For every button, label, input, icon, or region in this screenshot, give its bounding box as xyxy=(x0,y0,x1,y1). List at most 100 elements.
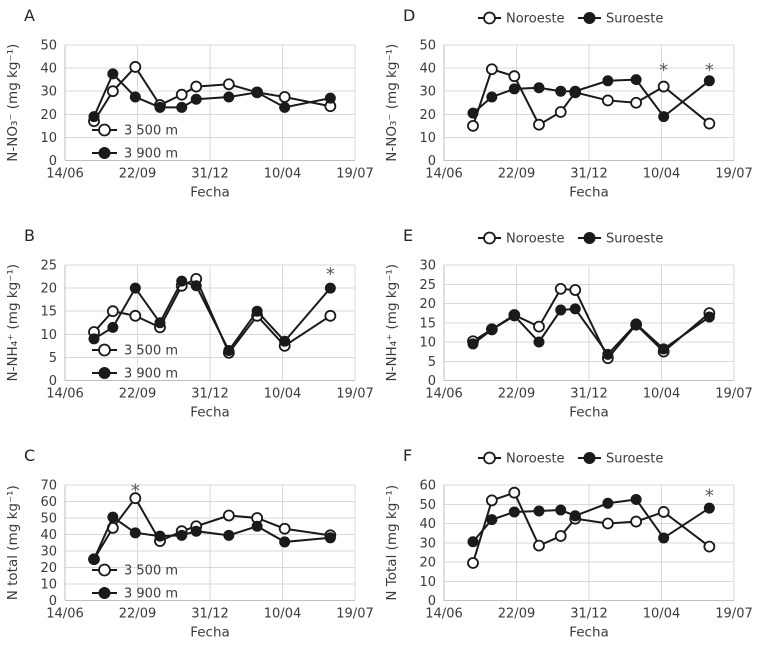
x-tick-label: 14/06 xyxy=(46,387,83,402)
data-point-marker xyxy=(703,502,715,514)
y-axis-title: N total (mg kg⁻¹) xyxy=(5,485,21,600)
legend-item-label: 3 900 m xyxy=(124,367,178,382)
panel-letter: E xyxy=(403,226,413,245)
legend-item-label: Noroeste xyxy=(506,232,565,247)
data-point-marker xyxy=(176,101,188,113)
legend-marker xyxy=(483,451,496,465)
data-point-marker xyxy=(508,486,521,499)
x-axis-title: Fecha xyxy=(569,405,609,421)
y-tick-label: 20 xyxy=(40,561,57,576)
legend-item-label: Suroeste xyxy=(606,232,663,247)
legend-item-label: Noroeste xyxy=(506,452,565,467)
panel-letter: F xyxy=(403,446,412,465)
data-point-marker xyxy=(467,536,479,548)
x-tick-label: 31/12 xyxy=(570,607,607,622)
y-axis-title: N-NH₄⁺ (mg kg⁻¹) xyxy=(384,264,400,382)
y-tick-label: 20 xyxy=(40,282,57,297)
y-tick-label: 10 xyxy=(419,575,436,590)
y-tick-label: 40 xyxy=(419,517,436,532)
y-tick-label: 30 xyxy=(419,85,436,100)
x-tick-label: 22/09 xyxy=(119,387,156,402)
data-point-marker xyxy=(601,517,614,530)
data-point-marker xyxy=(175,88,188,101)
y-axis-title: N-NH₄⁺ (mg kg⁻¹) xyxy=(5,264,21,382)
y-tick-label: 25 xyxy=(419,278,436,293)
significance-asterisk: * xyxy=(326,264,335,285)
x-tick-label: 19/07 xyxy=(336,167,373,182)
data-point-marker xyxy=(485,63,498,76)
x-tick-label: 14/06 xyxy=(46,167,83,182)
data-point-marker xyxy=(703,540,716,553)
data-point-marker xyxy=(223,91,235,103)
significance-asterisk: * xyxy=(705,486,714,507)
y-axis-title: N Total (mg kg⁻¹) xyxy=(384,485,400,601)
legend-marker xyxy=(98,147,111,159)
legend-marker xyxy=(98,563,111,577)
panel-E-chart: 0 5 10 15 20 25 30 14/06 22/09 31/12 10/04 19/07 Fec… xyxy=(384,226,753,421)
data-point-marker xyxy=(554,106,567,118)
panel-F: 0 10 20 30 40 50 60 14/06 22/09 31/12 10/04 19/07 Fe… xyxy=(379,440,759,660)
series-line xyxy=(472,307,710,356)
significance-asterisk: * xyxy=(131,480,140,501)
data-point-marker xyxy=(555,85,567,97)
data-point-marker xyxy=(602,75,614,87)
legend-item-label: 3 500 m xyxy=(124,564,178,579)
y-tick-label: 25 xyxy=(40,259,57,274)
panel-letter: B xyxy=(24,226,35,245)
x-tick-label: 22/09 xyxy=(498,387,535,402)
legend-item-label: 3 900 m xyxy=(124,587,178,602)
panel-B-chart: 0 5 10 15 20 25 14/06 22/09 31/12 10/04 19/07 Fecha… xyxy=(5,226,374,421)
y-tick-label: 40 xyxy=(40,62,57,77)
y-tick-label: 5 xyxy=(49,351,57,366)
data-point-marker xyxy=(602,348,614,360)
x-tick-label: 10/04 xyxy=(264,387,301,402)
data-point-marker xyxy=(657,80,670,93)
data-point-marker xyxy=(88,111,100,123)
data-point-marker xyxy=(486,324,498,336)
data-point-marker xyxy=(176,529,188,541)
data-point-marker xyxy=(533,320,545,333)
legend-marker xyxy=(98,367,111,379)
series-line xyxy=(472,491,710,564)
y-tick-label: 0 xyxy=(428,594,436,609)
legend-item-label: 3 500 m xyxy=(124,124,178,139)
y-axis-title: N-NO₃⁻ (mg kg⁻¹) xyxy=(5,44,21,162)
data-point-marker xyxy=(129,61,142,73)
data-point-marker xyxy=(555,504,567,516)
legend-marker xyxy=(483,11,496,25)
data-point-marker xyxy=(533,336,545,348)
legend-marker xyxy=(583,232,596,244)
y-tick-label: 50 xyxy=(40,512,57,527)
data-point-marker xyxy=(129,492,142,505)
y-tick-label: 40 xyxy=(419,62,436,77)
y-tick-label: 30 xyxy=(419,536,436,551)
data-point-marker xyxy=(533,505,545,517)
data-point-marker xyxy=(129,91,141,103)
data-point-marker xyxy=(278,91,291,103)
x-tick-label: 10/04 xyxy=(264,607,301,622)
data-point-marker xyxy=(555,304,567,316)
panel-A: 0 10 20 30 40 50 14/06 22/09 31/12 10/04 19/07 Fech… xyxy=(0,0,380,220)
series-line xyxy=(93,277,331,355)
data-point-marker xyxy=(602,497,614,509)
data-point-marker xyxy=(223,529,235,541)
data-point-marker xyxy=(129,309,142,322)
data-point-marker xyxy=(630,318,642,330)
x-tick-label: 19/07 xyxy=(715,607,752,622)
x-tick-label: 31/12 xyxy=(191,387,228,402)
y-tick-label: 0 xyxy=(49,154,57,169)
data-point-marker xyxy=(554,282,567,295)
x-tick-label: 22/09 xyxy=(119,607,156,622)
legend-item-label: 3 500 m xyxy=(124,344,178,359)
y-tick-label: 40 xyxy=(40,528,57,543)
x-tick-label: 14/06 xyxy=(46,607,83,622)
data-point-marker xyxy=(279,101,291,113)
legend-marker xyxy=(98,587,111,599)
data-point-marker xyxy=(176,275,188,287)
x-tick-label: 19/07 xyxy=(715,167,752,182)
y-tick-label: 0 xyxy=(428,154,436,169)
data-point-marker xyxy=(533,539,545,552)
y-tick-label: 50 xyxy=(40,39,57,54)
